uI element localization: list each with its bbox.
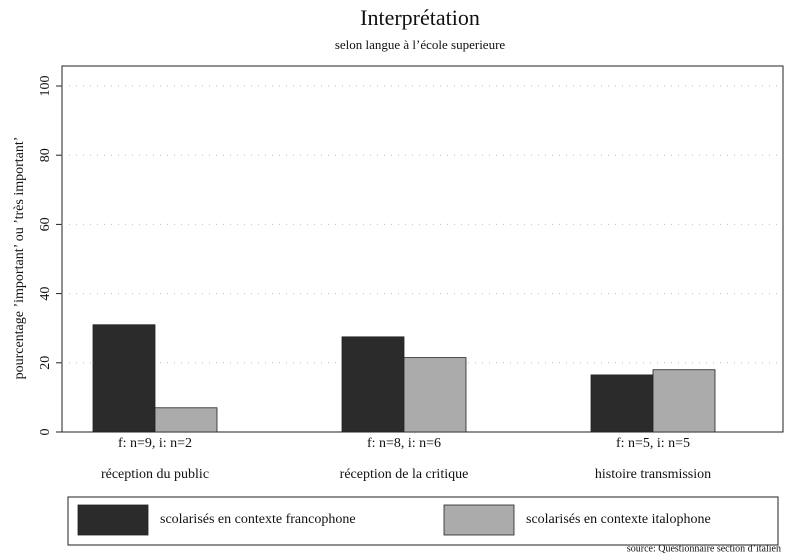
y-tick-label: 40 xyxy=(38,287,53,301)
bar xyxy=(92,324,156,433)
chart-title: Interprétation xyxy=(360,5,480,30)
bar xyxy=(341,336,405,433)
y-tick-label: 0 xyxy=(38,429,53,436)
x-tick-label: réception de la critique xyxy=(340,467,469,482)
x-tick-label: réception du public xyxy=(101,467,209,482)
sample-label: f: n=5, i: n=5 xyxy=(616,436,690,451)
bar xyxy=(403,357,467,433)
legend-swatch xyxy=(77,504,149,536)
y-tick-label: 60 xyxy=(38,217,53,231)
bar xyxy=(154,407,218,433)
bar xyxy=(652,369,716,433)
chart-subtitle: selon langue à l’école superieure xyxy=(335,37,506,52)
legend-swatch xyxy=(443,504,515,536)
sample-label: f: n=8, i: n=6 xyxy=(367,436,441,451)
y-tick-label: 100 xyxy=(38,76,53,97)
legend-label: scolarisés en contexte francophone xyxy=(160,512,356,527)
sample-label: f: n=9, i: n=2 xyxy=(118,436,192,451)
legend-box xyxy=(67,496,779,546)
bar xyxy=(590,374,654,433)
y-tick-label: 20 xyxy=(38,356,53,370)
y-axis-label: pourcentage ’important’ ou ’très importa… xyxy=(12,137,27,380)
source-note: source: Questionnaire section d’italien xyxy=(627,543,781,554)
x-tick-label: histoire transmission xyxy=(595,467,711,482)
y-tick-label: 80 xyxy=(38,148,53,162)
legend-label: scolarisés en contexte italophone xyxy=(526,512,711,527)
